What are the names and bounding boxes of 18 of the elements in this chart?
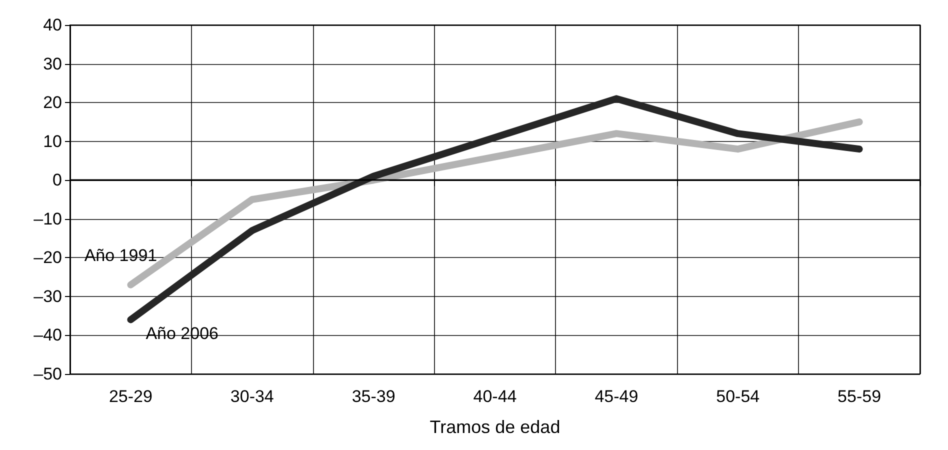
x-axis-title: Tramos de edad bbox=[430, 417, 560, 437]
x-tick-label: 30-34 bbox=[230, 387, 274, 406]
y-tick-label: –50 bbox=[34, 364, 62, 384]
y-tick-label: 20 bbox=[43, 93, 62, 112]
y-tick-label: 40 bbox=[43, 16, 62, 34]
y-tick-label: –40 bbox=[34, 326, 62, 345]
y-tick-label: 10 bbox=[43, 132, 62, 151]
x-tick-label: 40-44 bbox=[473, 387, 517, 406]
y-tick-label: –30 bbox=[34, 286, 62, 306]
y-tick-label: –20 bbox=[34, 248, 62, 268]
x-tick-label: 55-59 bbox=[838, 387, 882, 406]
y-tick-label: 30 bbox=[43, 54, 62, 74]
x-tick-label: 45-49 bbox=[594, 387, 638, 406]
x-tick-label: 25-29 bbox=[108, 387, 152, 406]
y-tick-label: –10 bbox=[34, 209, 62, 228]
x-tick-label: 35-39 bbox=[352, 387, 396, 406]
y-tick-label: 0 bbox=[52, 170, 62, 190]
x-tick-label: 50-54 bbox=[716, 387, 760, 406]
